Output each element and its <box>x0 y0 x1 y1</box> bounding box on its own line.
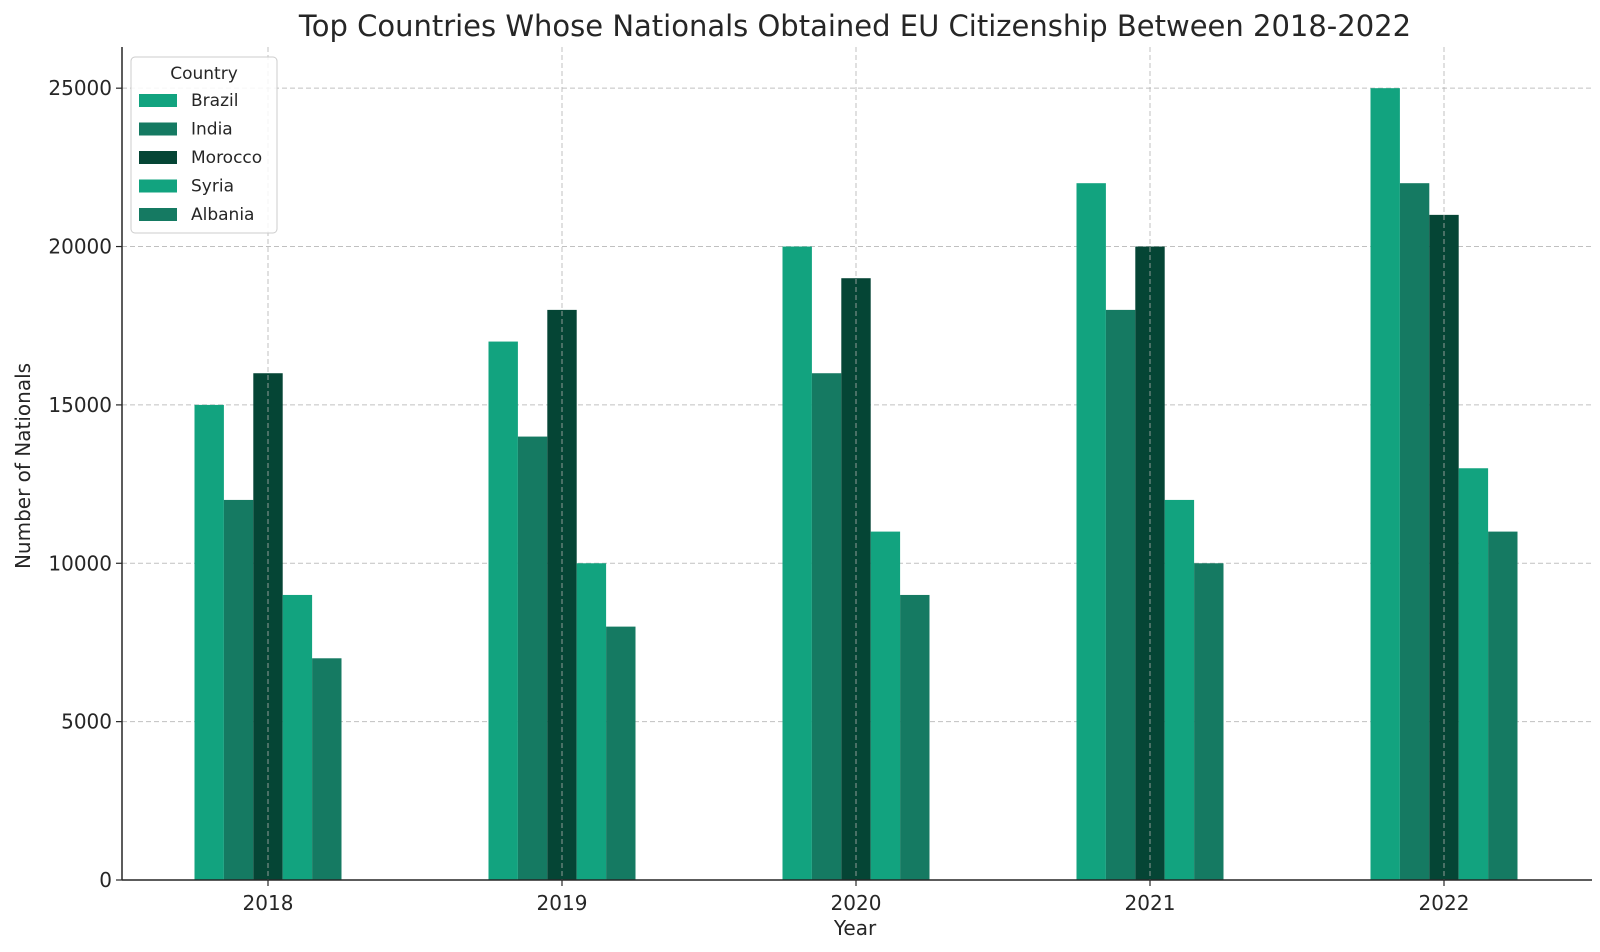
bar-india-2020 <box>811 373 842 880</box>
bar-india-2022 <box>1399 183 1430 880</box>
legend-swatch-syria <box>139 179 177 193</box>
y-tick-label: 25000 <box>48 76 112 100</box>
axes <box>116 47 1592 886</box>
grid <box>122 87 1592 723</box>
bar-india-2021 <box>1105 309 1136 880</box>
bar-albania-2022 <box>1488 531 1518 880</box>
bar-albania-2018 <box>312 658 342 880</box>
y-axis-label: Number of Nationals <box>11 363 35 569</box>
bar-brazil-2019 <box>488 341 518 880</box>
legend-swatch-brazil <box>139 94 177 107</box>
legend-label-india: India <box>191 120 233 140</box>
x-tick-label: 2020 <box>831 891 882 915</box>
bar-syria-2020 <box>870 531 901 880</box>
bar-syria-2022 <box>1458 468 1489 880</box>
legend-swatch-morocco <box>139 151 177 164</box>
chart-title: Top Countries Whose Nationals Obtained E… <box>298 9 1411 43</box>
x-tick-label: 2019 <box>537 891 588 915</box>
legend-swatch-india <box>139 122 177 136</box>
legend-title: Country <box>170 64 238 84</box>
legend: Country Brazil India Morocco Syria Albania <box>130 56 278 234</box>
x-tick-labels: 2018 2019 2020 2021 2022 <box>243 891 1470 915</box>
x-tick-label: 2021 <box>1125 891 1176 915</box>
bar-india-2018 <box>223 499 254 880</box>
legend-label-albania: Albania <box>191 205 254 225</box>
legend-label-syria: Syria <box>191 177 234 197</box>
bar-albania-2021 <box>1194 563 1224 880</box>
y-tick-labels: 0 5000 10000 15000 20000 25000 <box>48 76 112 892</box>
x-tick-label: 2018 <box>243 891 294 915</box>
bar-syria-2019 <box>576 563 607 880</box>
bar-brazil-2021 <box>1076 183 1106 880</box>
y-tick-label: 15000 <box>48 393 112 417</box>
x-axis-label: Year <box>833 916 877 940</box>
bar-albania-2019 <box>606 626 636 880</box>
legend-label-morocco: Morocco <box>191 148 262 168</box>
y-tick-label: 20000 <box>48 235 112 259</box>
bar-brazil-2018 <box>194 404 224 880</box>
x-tick-label: 2022 <box>1419 891 1470 915</box>
legend-label-brazil: Brazil <box>191 91 238 111</box>
legend-swatch-albania <box>139 208 177 221</box>
bar-india-2019 <box>517 436 548 880</box>
vgrid <box>267 47 1445 880</box>
bar-albania-2020 <box>900 594 930 880</box>
y-tick-label: 0 <box>99 868 112 892</box>
bar-syria-2021 <box>1164 499 1195 880</box>
bar-brazil-2022 <box>1370 88 1400 880</box>
bar-syria-2018 <box>282 594 313 880</box>
y-tick-label: 5000 <box>61 710 112 734</box>
y-tick-label: 10000 <box>48 551 112 575</box>
bar-brazil-2020 <box>782 246 812 880</box>
